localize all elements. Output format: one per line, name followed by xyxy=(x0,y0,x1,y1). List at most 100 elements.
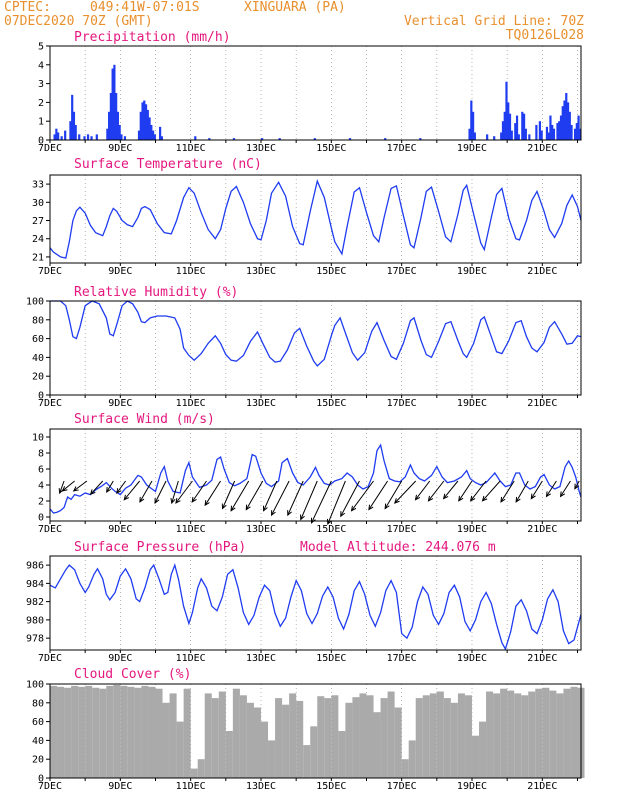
x-tick-label: 11DEC xyxy=(176,266,206,277)
y-tick-label: 21 xyxy=(32,252,44,263)
wind-arrow-shaft xyxy=(368,480,389,510)
wind-arrow-shaft xyxy=(560,480,571,497)
y-tick-label: 80 xyxy=(32,315,44,326)
precip-bar xyxy=(53,134,56,140)
y-tick-label: 4 xyxy=(38,481,44,492)
precip-bar xyxy=(116,111,120,140)
x-tick-label: 13DEC xyxy=(246,781,276,792)
wind-arrow-head xyxy=(170,497,176,505)
pres-frame xyxy=(49,555,582,651)
precip-bar xyxy=(493,136,496,140)
wind-arrow-head xyxy=(469,495,476,502)
temp-title: Surface Temperature (nC) xyxy=(74,157,262,172)
precip-bar xyxy=(120,134,123,140)
wind-arrow-shaft xyxy=(546,480,557,497)
precip-bar xyxy=(208,138,211,140)
precip-bar xyxy=(552,128,556,140)
precip-bar xyxy=(486,134,489,140)
cloud-bar xyxy=(106,685,114,778)
wind-arrow-shaft xyxy=(171,480,179,504)
wind-arrow-head xyxy=(427,495,434,502)
precip-bar xyxy=(515,115,519,140)
wind-arrow xyxy=(139,480,153,503)
y-tick-label: 100 xyxy=(26,680,44,691)
wind-arrow-shaft xyxy=(73,480,88,492)
precip-bar xyxy=(86,134,90,140)
x-tick-label: 19DEC xyxy=(457,524,487,535)
wind-arrow-head xyxy=(191,496,197,503)
wind-arrow-head xyxy=(559,491,566,498)
x-tick-label: 7DEC xyxy=(38,653,62,664)
precip-bar xyxy=(540,130,543,140)
cloud-bar xyxy=(127,686,135,778)
cloud-bar xyxy=(514,693,522,778)
x-tick-label: 21DEC xyxy=(527,653,557,664)
wind-arrow-head xyxy=(515,496,521,503)
x-tick-label: 13DEC xyxy=(246,266,276,277)
x-tick-label: 11DEC xyxy=(176,524,206,535)
pres-grid xyxy=(49,556,578,650)
pres-panel: Surface Pressure (hPa) 978 980 982 984 986 7DE… xyxy=(26,540,582,664)
x-tick-label: 19DEC xyxy=(457,398,487,409)
cloud-bar xyxy=(246,702,254,778)
precip-bar xyxy=(141,102,144,140)
cloud-bar xyxy=(176,721,184,778)
wind-arrow-shaft xyxy=(106,480,114,493)
x-tick-label: 19DEC xyxy=(457,266,487,277)
wind-arrow-shaft xyxy=(123,480,141,501)
wind-arrow xyxy=(545,480,557,498)
rh-panel: Relative Humidity (%) 0 20 40 60 80 100 7DEC 9DE… xyxy=(26,285,582,409)
cloud-bar xyxy=(471,735,480,778)
wind-arrow-head xyxy=(384,503,390,510)
y-tick-label: 80 xyxy=(32,698,44,709)
precip-bar xyxy=(579,128,582,140)
precip-bar xyxy=(348,138,352,140)
wind-arrow xyxy=(262,480,278,512)
wind-arrow-head xyxy=(204,500,210,507)
cloud-bar xyxy=(197,759,205,778)
y-tick-label: 2 xyxy=(38,497,44,508)
cloud-bar xyxy=(436,691,444,778)
precip-bar xyxy=(470,100,473,140)
wind-arrow-shaft xyxy=(458,480,473,502)
cloud-bar xyxy=(422,695,430,778)
y-tick-label: 0 xyxy=(38,513,44,524)
wind-arrow-shaft xyxy=(300,480,318,520)
cloud-bar xyxy=(275,698,283,778)
header-coords: 049:41W-07:01S xyxy=(90,0,200,15)
cloud-bar xyxy=(211,698,219,778)
y-tick-label: 0 xyxy=(38,774,44,785)
cloud-bar xyxy=(521,695,529,778)
x-tick-label: 13DEC xyxy=(246,524,276,535)
x-tick-label: 15DEC xyxy=(316,653,346,664)
cloud-bar xyxy=(85,685,93,778)
x-tick-label: 9DEC xyxy=(108,398,132,409)
wind-arrow-shaft xyxy=(139,480,153,503)
cloud-bar xyxy=(408,740,416,778)
wind-arrow xyxy=(350,480,374,512)
precip-bar xyxy=(565,93,568,140)
precip-bar xyxy=(575,123,578,140)
precip-bar xyxy=(143,100,146,140)
wind-arrow xyxy=(368,480,389,511)
y-tick-label: 8 xyxy=(38,449,44,460)
header-grid-line: Vertical Grid Line: 70Z xyxy=(403,14,584,29)
cloud-bar xyxy=(99,688,107,778)
header-date: 07DEC2020 70Z (GMT) xyxy=(4,14,153,29)
precip-bar xyxy=(510,130,513,140)
cloud-bar xyxy=(303,745,311,778)
cloud-bar xyxy=(232,688,240,778)
precip-bar xyxy=(146,109,149,140)
cloud-bar xyxy=(415,698,423,778)
y-tick-label: 10 xyxy=(32,433,44,444)
wind-arrow-head xyxy=(139,496,145,503)
precip-bar xyxy=(194,136,197,140)
cloud-bar xyxy=(141,685,149,778)
precip-bar xyxy=(113,64,116,140)
cloud-bar xyxy=(148,686,156,778)
x-tick-label: 15DEC xyxy=(316,266,346,277)
wind-arrow-head xyxy=(458,495,464,502)
cloud-frame xyxy=(49,683,582,779)
y-tick-label: 980 xyxy=(26,615,44,626)
